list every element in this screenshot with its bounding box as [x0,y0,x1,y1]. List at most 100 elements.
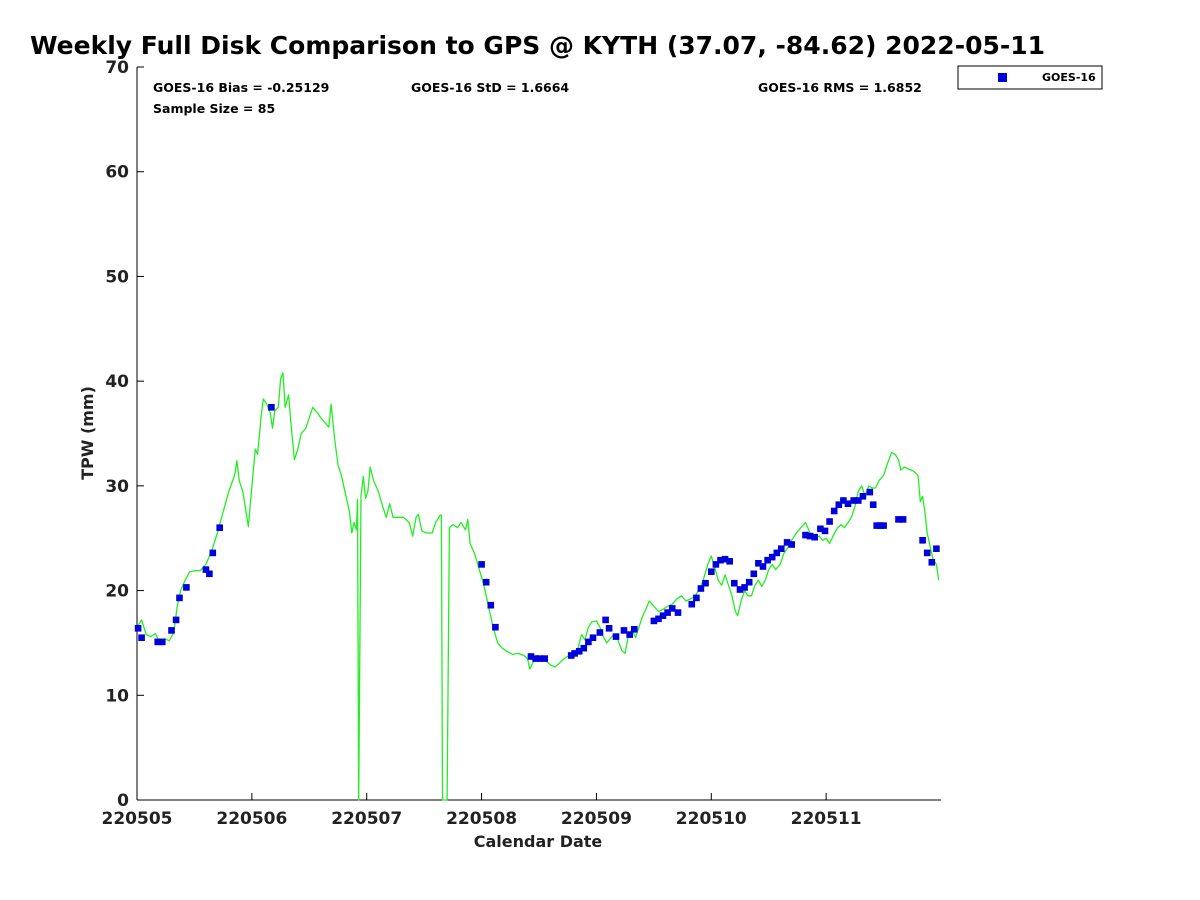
goes-16-point [183,584,190,591]
goes-16-point [712,561,720,568]
axes [136,67,941,801]
x-tick-label: 220507 [331,809,402,829]
goes-16-point [206,570,213,578]
goes-16-point [830,507,838,515]
y-tick-label: 50 [105,267,129,287]
rms-stat: GOES-16 RMS = 1.6852 [758,80,922,95]
goes-16-point [612,633,620,640]
goes-16-point [580,644,588,652]
goes-16-point [788,541,795,548]
goes-16-point [759,563,767,570]
x-tick-label: 220511 [791,809,862,829]
goes-16-point [168,627,175,634]
goes-16-point [631,626,638,633]
y-tick-label: 40 [105,372,129,392]
x-tick-label: 220508 [446,809,517,829]
goes-16-point [899,516,907,523]
chart-title: Weekly Full Disk Comparison to GPS @ KYT… [30,31,1045,60]
goes-16-point [668,605,676,612]
goes-16-point [134,625,142,632]
goes-16-point [664,609,671,616]
goes-16-point [172,616,180,624]
legend: GOES-16 [957,65,1103,90]
goes-16-point [773,549,781,557]
goes-16-point [817,525,824,533]
goes-16-point [478,561,485,568]
goes-16-point [764,556,771,564]
x-tick-label: 220506 [216,809,287,829]
goes-16-point [492,623,499,631]
goes-16-point [876,522,884,529]
y-tick-label: 10 [105,686,129,706]
y-tick-label: 0 [117,791,129,811]
goes-16-point [811,533,818,541]
goes-16-point [536,655,544,662]
legend-box [957,65,1103,90]
goes-16-point [923,549,931,557]
goes-16-point [626,631,633,638]
goes-16-point [826,518,833,525]
y-axis-label: TPW (mm) [78,386,97,480]
y-tick-label: 60 [105,163,129,183]
goes-16-point [541,655,548,662]
goes-16-point [202,566,210,573]
goes-16-point [726,558,733,565]
goes-16-point [697,585,705,592]
goes-16-point [933,545,940,552]
x-tick-label: 220505 [102,809,173,829]
goes-16-point [802,531,809,539]
goes-16-point [919,537,926,544]
goes-16-point [717,556,724,564]
legend-entry-goes-16: GOES-16 [1042,71,1096,84]
goes-16-point [659,612,667,619]
goes-16-point [602,616,609,624]
goes-16-point [209,549,217,557]
goes-16-point [620,627,628,634]
goes-16-point [869,501,877,508]
goes-16-point [532,655,539,662]
goes-16-point [605,625,613,632]
goes-16-point [844,500,852,507]
gps-series [136,372,940,801]
y-tick-label: 70 [105,58,129,78]
goes-16-point [567,652,575,659]
legend-marker [998,73,1007,82]
goes-16-point [731,579,738,587]
std-stat: GOES-16 StD = 1.6664 [411,80,569,95]
goes-16-point [745,578,753,586]
goes-16-point [482,578,490,586]
goes-16-point [806,532,814,540]
goes-16-point [693,594,700,602]
goes-16-point [880,522,887,529]
goes-16-point [821,527,829,535]
bias-stat: GOES-16 Bias = -0.25129 [153,80,329,95]
goes-16-point [768,553,776,561]
goes-16-point [736,586,744,593]
goes-16-point [750,570,758,578]
goes-16-point [835,501,843,508]
goes-16-point [741,584,748,591]
x-axis-label: Calendar Date [474,832,603,851]
goes-16-point [721,555,729,563]
goes-16-point [589,634,597,641]
goes-16-point [783,539,791,546]
y-ticks: 0 10 20 30 40 50 60 70 [105,58,144,811]
goes-16-point [873,522,880,529]
goes-16-point [928,559,936,566]
goes-16-point [138,634,145,641]
goes-16-point [850,497,857,504]
goes-16-point [216,524,223,531]
goes-16-point [855,497,862,504]
goes-16-point [159,638,166,646]
goes-16-series [134,404,940,662]
goes-16-point [176,594,183,602]
goes-16-point [859,493,867,500]
goes-16-point [154,638,161,646]
goes-16-point [596,629,604,636]
goes-16-point [674,609,682,616]
goes-16-point [778,545,785,552]
goes-16-point [866,488,874,496]
goes-16-point [487,601,495,609]
goes-16-point [575,648,583,655]
